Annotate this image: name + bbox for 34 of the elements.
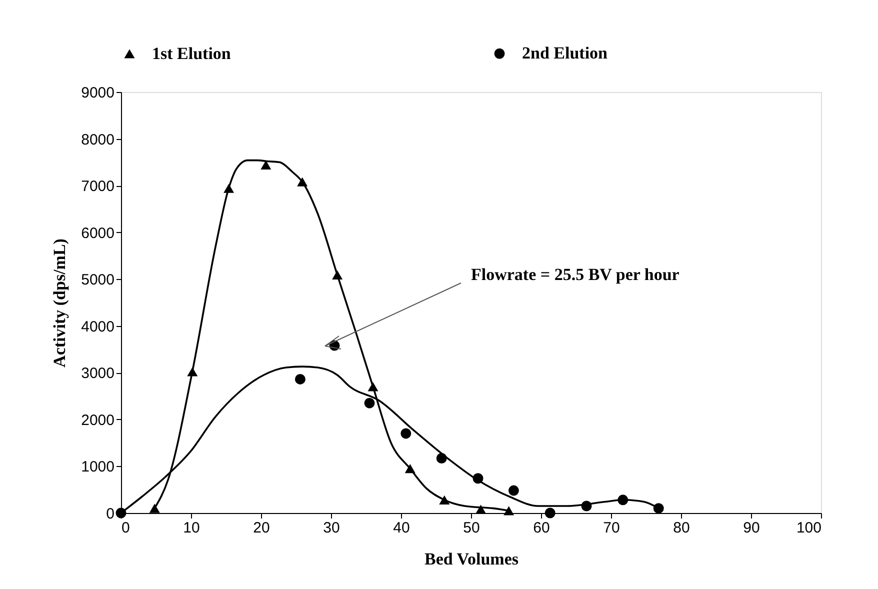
legend-label: 1st Elution bbox=[152, 44, 232, 63]
y-tick-label: 4000 bbox=[81, 318, 114, 336]
point bbox=[476, 504, 486, 514]
x-tick-label: 10 bbox=[183, 520, 200, 536]
x-tick-label: 50 bbox=[463, 520, 480, 536]
y-tick-label: 7000 bbox=[81, 178, 114, 196]
point bbox=[294, 374, 306, 384]
point bbox=[508, 485, 519, 496]
x-tick-label: 70 bbox=[603, 520, 620, 536]
x-tick-label: 60 bbox=[533, 520, 550, 536]
y-tick-label: 2000 bbox=[81, 412, 114, 429]
y-tick-label: 5000 bbox=[81, 272, 114, 289]
point bbox=[544, 508, 556, 518]
point bbox=[116, 508, 126, 518]
x-tick-label: 40 bbox=[393, 520, 410, 536]
y-tick-label: 1000 bbox=[81, 458, 114, 476]
y-axis-title: Activity (dps/mL) bbox=[50, 238, 70, 368]
x-tick-label: 20 bbox=[253, 520, 270, 536]
x-tick-label: 90 bbox=[743, 520, 760, 536]
x-tick-label: 30 bbox=[323, 520, 340, 536]
y-tick-label: 8000 bbox=[81, 131, 114, 148]
x-axis-title: Bed Volumes bbox=[424, 550, 519, 568]
y-tick-label: 9000 bbox=[81, 84, 114, 102]
point bbox=[149, 504, 160, 513]
point bbox=[364, 398, 375, 408]
point bbox=[400, 428, 412, 439]
x-tick-label: 80 bbox=[673, 520, 690, 536]
annotation: Flowrate = 25.5 BV per hour bbox=[471, 265, 680, 284]
x-tick-label: 100 bbox=[796, 520, 822, 536]
legend-label: 2nd Elution bbox=[522, 44, 608, 63]
y-tick-label: 3000 bbox=[81, 365, 114, 382]
y-tick-label: 0 bbox=[106, 506, 114, 522]
y-tick-label: 6000 bbox=[81, 224, 114, 242]
x-tick-label: 0 bbox=[122, 520, 130, 536]
